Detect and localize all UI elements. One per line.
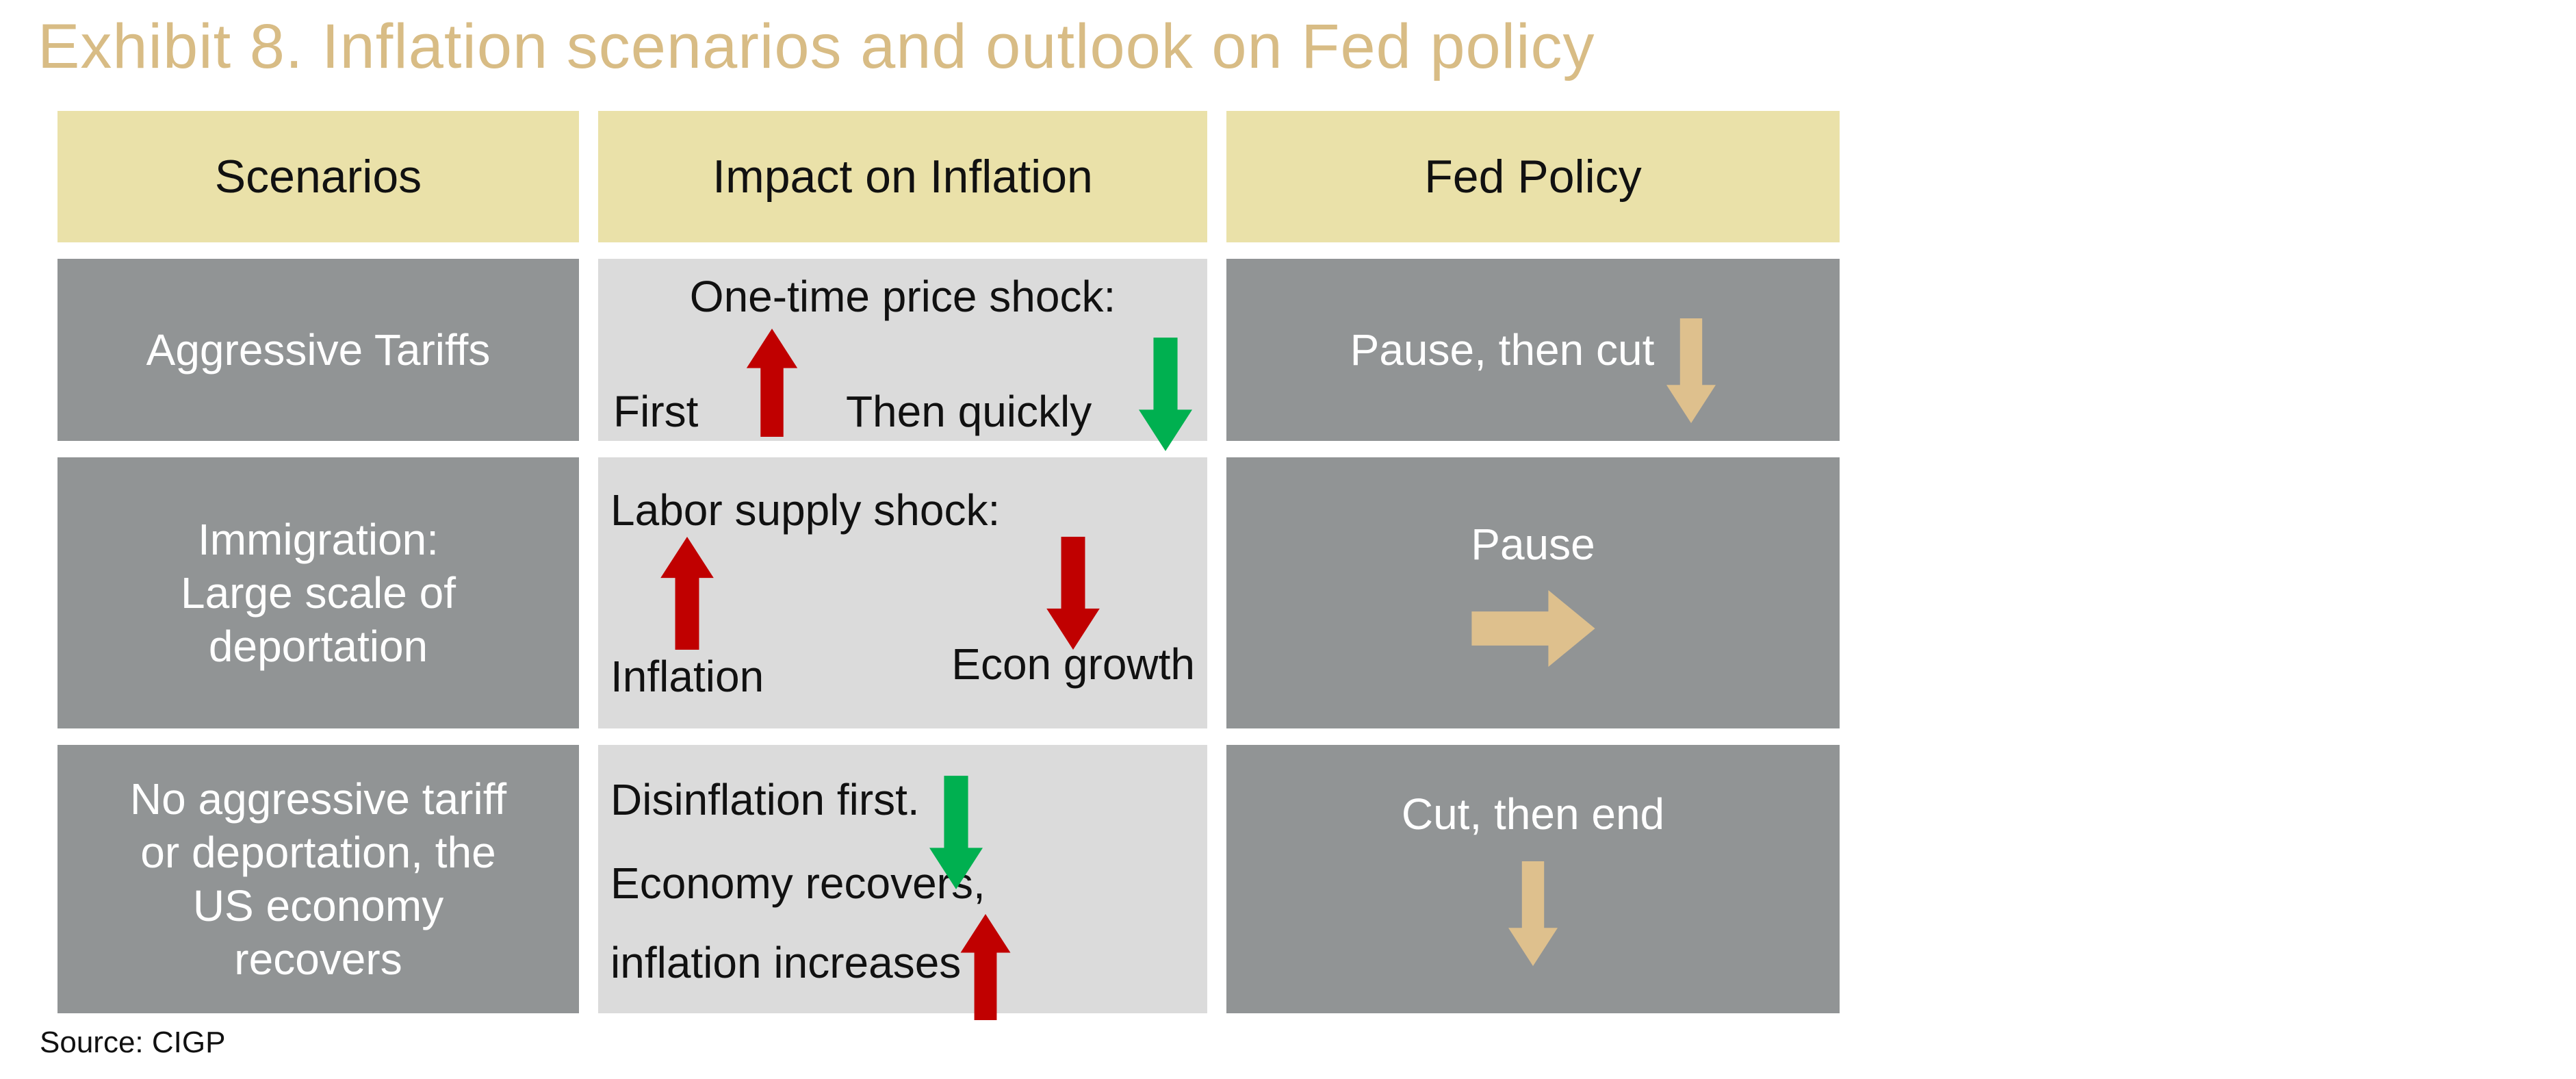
policy-label: Pause — [1471, 520, 1595, 569]
inflation-pair: Inflation — [610, 536, 764, 702]
scenario-table: Scenarios Impact on Inflation Fed Policy… — [57, 111, 1840, 1020]
scenario-cell-immigration-deportation: Immigration: Large scale of deportation — [57, 457, 579, 728]
source-note: Source: CIGP — [40, 1026, 226, 1059]
exhibit-title: Exhibit 8. Inflation scenarios and outlo… — [38, 12, 1595, 81]
policy-label: Cut, then end — [1401, 789, 1665, 839]
scenario-line: Immigration: — [197, 514, 439, 564]
column-header-scenarios: Scenarios — [57, 111, 579, 242]
column-header-fed-policy: Fed Policy — [1226, 111, 1840, 242]
impact-line-text: Disinflation first. — [610, 774, 920, 824]
impact-cell-labor-supply-shock: Labor supply shock: Inflation Econ growt… — [598, 457, 1207, 728]
scenario-line: US economy — [192, 881, 444, 930]
impact-line: Economy recovers, — [610, 857, 1195, 910]
impact-cell-one-time-price-shock: One-time price shock: First Then quickly — [598, 259, 1207, 451]
econ-growth-pair: Econ growth — [951, 536, 1195, 702]
impact-headline: One-time price shock: — [689, 272, 1116, 321]
down-arrow-icon — [1138, 338, 1192, 451]
policy-cell-cut-then-end: Cut, then end — [1226, 745, 1840, 1013]
impact-sequence: First Then quickly — [610, 322, 1195, 451]
policy-cell-pause: Pause — [1226, 457, 1840, 728]
scenario-line: or deportation, the — [140, 827, 496, 877]
impact-line-text: inflation increases — [610, 938, 962, 987]
impact-cell-disinflation-first: Disinflation first. Economy recovers, in… — [598, 742, 1207, 1020]
up-arrow-icon — [960, 913, 1011, 1020]
impact-inflation-label: Inflation — [610, 651, 764, 701]
policy-cell-pause-then-cut: Pause, then cut — [1226, 259, 1840, 441]
scenario-line: deportation — [208, 622, 428, 672]
scenario-line: Large scale of — [180, 568, 456, 618]
down-arrow-icon — [1666, 318, 1716, 423]
down-arrow-icon — [1046, 536, 1100, 650]
right-arrow-icon — [1471, 590, 1595, 667]
impact-line: inflation increases — [610, 910, 1195, 1020]
down-arrow-icon — [1508, 861, 1558, 966]
impact-first-label: First — [613, 387, 699, 436]
scenario-line: recovers — [234, 935, 402, 985]
impact-line: Disinflation first. — [610, 742, 1195, 889]
column-header-impact-on-inflation: Impact on Inflation — [598, 111, 1207, 242]
impact-headline: Labor supply shock: — [610, 485, 1001, 535]
up-arrow-icon — [660, 536, 714, 650]
impact-line-text: Economy recovers, — [610, 859, 986, 909]
scenario-cell-no-tariff-economy-recovers: No aggressive tariff or deportation, the… — [57, 745, 579, 1013]
scenario-line: No aggressive tariff — [129, 774, 507, 824]
impact-econ-growth-label: Econ growth — [951, 639, 1195, 689]
up-arrow-icon — [746, 329, 798, 437]
policy-label: Pause, then cut — [1350, 325, 1655, 375]
scenario-cell-aggressive-tariffs: Aggressive Tariffs — [57, 259, 579, 441]
scenario-line: Aggressive Tariffs — [146, 325, 491, 375]
down-arrow-icon — [929, 776, 983, 889]
impact-pair-row: Inflation Econ growth — [610, 536, 1195, 702]
impact-then-label: Then quickly — [845, 387, 1092, 436]
